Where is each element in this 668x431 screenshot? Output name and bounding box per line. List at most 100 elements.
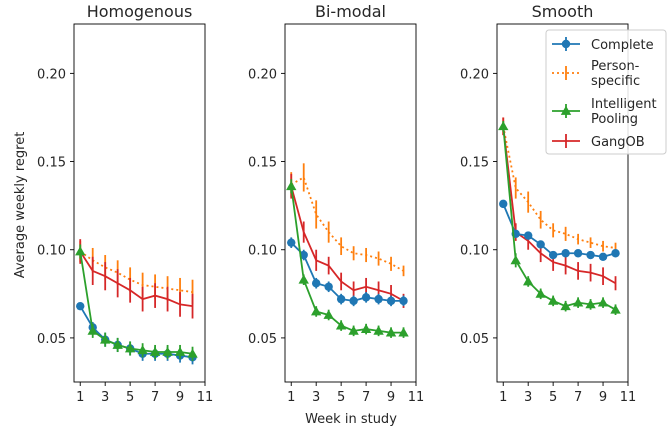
data-point [535,288,546,298]
data-point [573,249,583,258]
data-point [547,295,559,305]
series-line [79,251,193,355]
data-point [398,327,409,337]
series-line [502,203,616,258]
legend-entry: GangOB [552,134,645,150]
y-tick-label: 0.05 [248,332,277,347]
data-point [499,199,508,209]
x-tick-label: 7 [574,390,582,405]
panel-homogenous: Homogenous 1 3 5 7 9 11 0.05 0.10 0.15 0.20 [37,2,213,405]
legend-marker [561,39,571,49]
data-point [349,296,358,306]
x-tick-label: 7 [362,390,370,405]
y-tick-label: 0.05 [37,332,66,347]
x-tick-label: 11 [408,390,425,405]
legend-entry: Person-specific [552,59,640,89]
series-pooling [498,120,621,315]
data-point [523,231,533,240]
data-point [548,250,558,260]
data-point [335,320,347,330]
x-tick-label: 5 [549,390,557,405]
data-point [286,181,297,191]
x-tick-label: 11 [197,390,214,405]
x-tick-label: 3 [524,390,532,405]
data-point [522,276,534,286]
x-tick-label: 5 [126,390,134,405]
data-point [149,346,161,356]
data-point [610,304,621,314]
legend-label: specific [591,74,640,89]
x-tick-label: 9 [176,390,184,405]
data-point [585,299,596,309]
panel-bi-modal: Bi-modal 1 3 5 7 9 11 0.05 0.10 0.15 0.20 [248,2,424,405]
data-point [287,238,296,247]
data-point [124,343,136,353]
series-line [502,126,616,285]
x-tick-label: 1 [499,390,507,405]
plot-frame [73,23,206,383]
data-point [611,249,620,258]
series-line [290,186,404,334]
y-tick-label: 0.15 [248,156,277,171]
x-tick-label: 1 [76,390,84,405]
data-point [311,279,321,288]
panel-smooth: Smooth 1 3 5 7 9 11 0.05 0.10 0.15 0.20 [460,2,636,405]
legend-marker [560,105,572,115]
series-line [502,126,616,249]
y-tick-label: 0.20 [37,67,66,82]
x-tick-label: 5 [337,390,345,405]
data-point [572,297,584,307]
data-point [87,325,98,335]
data-point [374,294,383,304]
data-point [112,339,123,349]
y-tick-label: 0.10 [37,244,66,259]
legend-box [545,29,667,155]
series-complete [499,199,620,261]
x-tick-label: 3 [101,390,109,405]
data-point [298,274,309,284]
data-point [560,300,571,311]
y-tick-label: 0.05 [460,332,489,347]
data-point [597,297,609,307]
x-axis-label: Week in study [305,412,397,427]
y-tick-label: 0.20 [248,67,277,82]
data-point [385,327,397,337]
data-point [75,246,86,256]
data-point [498,121,509,131]
data-point [299,250,308,260]
legend-label: Person- [591,59,640,74]
y-tick-label: 0.15 [460,156,489,171]
x-tick-label: 9 [387,390,395,405]
x-tick-label: 9 [599,390,607,405]
data-point [536,240,545,249]
data-point [99,334,111,344]
legend-label: Intelligent [591,97,657,112]
data-point [162,346,173,356]
data-point [76,301,85,311]
series-line [290,176,404,272]
data-point [323,309,334,319]
data-point [324,282,333,291]
x-tick-label: 11 [620,390,637,405]
plot-frame [496,23,629,383]
series-gangob [79,239,194,319]
data-point [336,294,346,304]
legend-label: Complete [591,38,654,53]
data-point [399,296,408,306]
data-point [386,296,396,306]
x-tick-label: 1 [287,390,295,405]
data-point [137,345,148,355]
series-line [79,251,193,308]
data-point [586,250,595,260]
panel-title: Homogenous [87,2,193,21]
y-tick-label: 0.10 [248,244,277,259]
y-axis-label: Average weekly regret [13,132,28,279]
data-point [310,306,322,316]
data-point [187,348,198,358]
data-point [510,255,521,265]
y-tick-label: 0.20 [460,67,489,82]
panel-title: Smooth [532,2,594,21]
y-tick-label: 0.15 [37,156,66,171]
